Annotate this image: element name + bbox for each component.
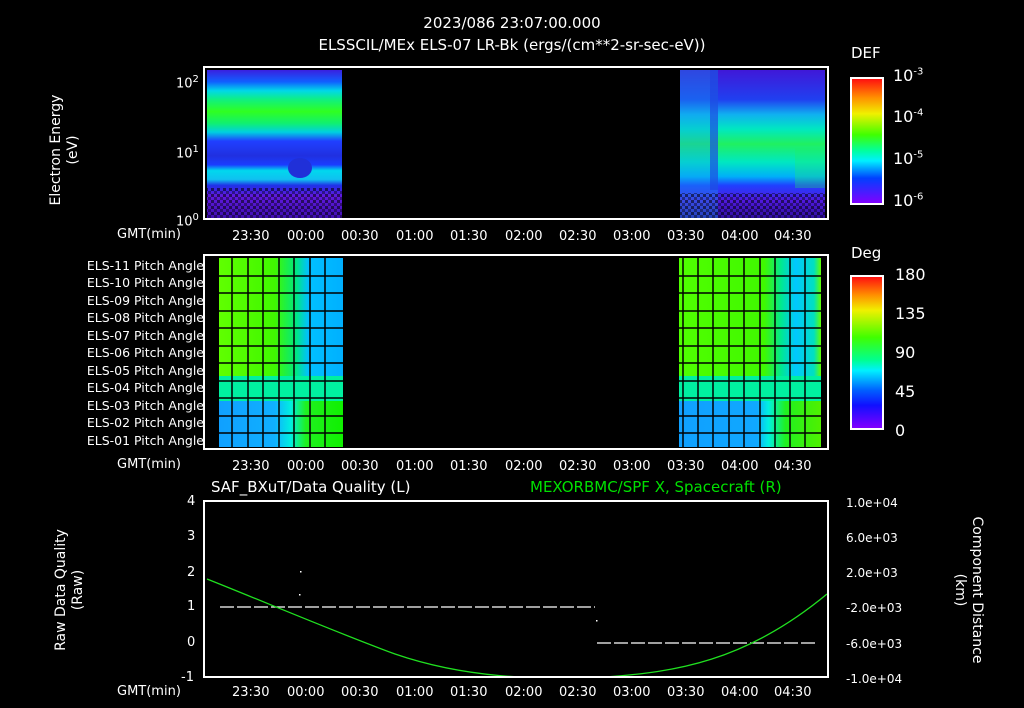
def-colorbar-title: DEF: [851, 44, 881, 62]
energy-ylabel: Electron Energy (eV): [48, 94, 81, 206]
left-series-title: SAF_BXuT/Data Quality (L): [211, 478, 411, 496]
pitch-angle-grid: [219, 258, 821, 448]
ytick-100: 102: [176, 74, 199, 92]
deg-colorbar-title: Deg: [851, 244, 882, 262]
line-plot-frame: [203, 500, 829, 678]
energy-spectrogram: [207, 70, 825, 218]
quality-ylabel: Raw Data Quality (Raw): [53, 529, 86, 651]
xaxis-label: GMT(min): [117, 227, 181, 242]
distance-ylabel: Component Distance (km): [952, 516, 985, 664]
pitch-angle-plot-frame: [203, 254, 829, 450]
ytick-1: 100: [176, 212, 199, 230]
plot-timestamp: 2023/086 23:07:00.000: [423, 14, 601, 32]
xaxis-label-2: GMT(min): [117, 457, 181, 472]
energy-plot-frame: [203, 66, 829, 220]
ytick-10: 101: [176, 144, 199, 162]
plot-subtitle: ELSSCIL/MEx ELS-07 LR-Bk (ergs/(cm**2-sr…: [318, 36, 706, 54]
def-colorbar: [850, 77, 884, 205]
xaxis-label-3: GMT(min): [117, 684, 181, 699]
deg-colorbar: [850, 275, 884, 430]
right-series-title: MEXORBMC/SPF X, Spacecraft (R): [530, 478, 782, 496]
